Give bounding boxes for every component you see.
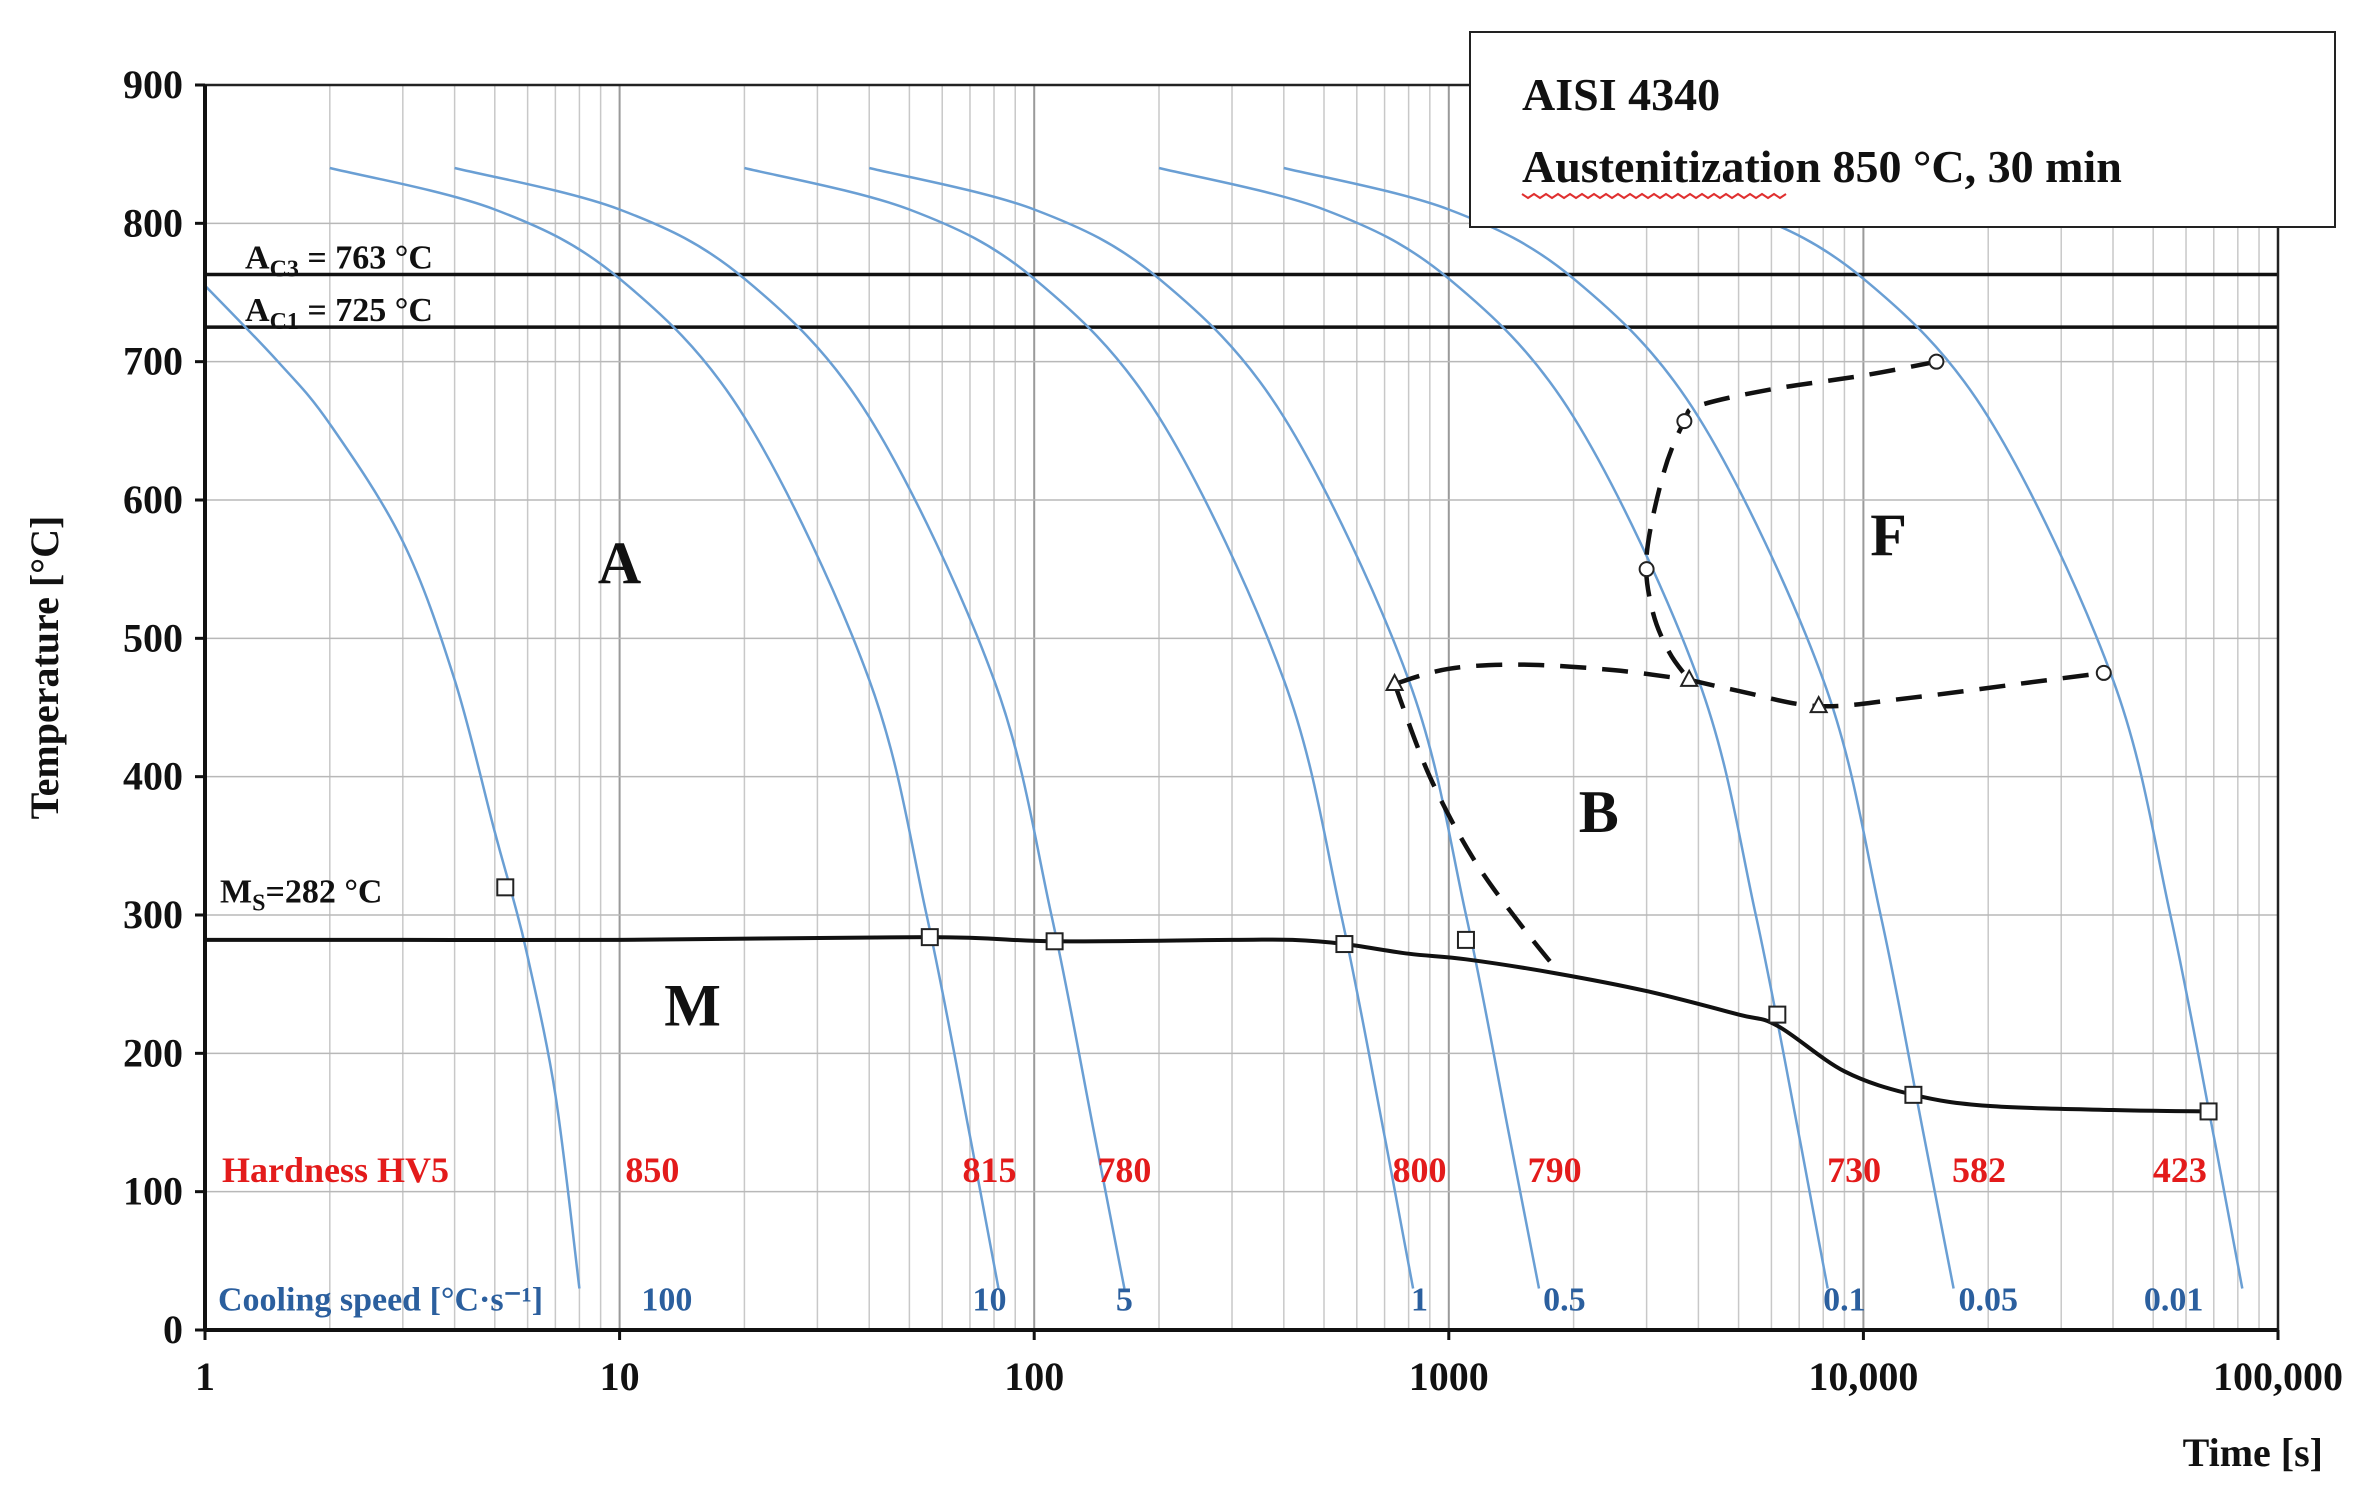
cooling-speed-value: 0.5 — [1543, 1282, 1586, 1319]
y-tick-label: 100 — [123, 1169, 183, 1214]
cooling-curves — [204, 166, 2244, 1289]
hardness-value: 815 — [962, 1150, 1016, 1190]
info-box-line1: AISI 4340 — [1522, 69, 1720, 120]
grid — [204, 84, 2279, 1331]
x-axis-label: Time [s] — [2183, 1430, 2323, 1475]
region-label-a: A — [598, 530, 641, 596]
region-label-f: F — [1870, 502, 1907, 568]
cooling-curve-0.01 — [1573, 166, 2244, 1289]
hardness-value: 423 — [2153, 1150, 2207, 1190]
region-label-b: B — [1579, 779, 1619, 845]
y-tick-label: 600 — [123, 477, 183, 522]
square-marker — [1335, 935, 1354, 954]
hardness-value: 850 — [625, 1150, 679, 1190]
cooling-speed-value: 0.01 — [2144, 1282, 2204, 1319]
square-marker — [1045, 932, 1064, 951]
cooling-speed-value: 0.1 — [1823, 1282, 1866, 1319]
x-tick-label: 100,000 — [2213, 1354, 2343, 1399]
x-tick-label: 1 — [195, 1354, 215, 1399]
square-marker — [496, 878, 515, 897]
y-tick-label: 0 — [163, 1307, 183, 1352]
hardness-value: 790 — [1528, 1150, 1582, 1190]
cooling-speed-value: 0.05 — [1958, 1282, 2018, 1319]
critical-label-c3: AC3 = 763 °C — [245, 240, 433, 283]
circle-marker — [1638, 561, 1655, 578]
cooling-speed-value: 10 — [972, 1282, 1006, 1319]
y-tick-label: 200 — [123, 1030, 183, 1075]
cooling-curve-1 — [744, 166, 1415, 1289]
info-box: AISI 4340 Austenitization 850 °C, 30 min — [1469, 31, 2336, 228]
cooling-speed-title: Cooling speed [°C·s⁻¹] — [218, 1282, 543, 1319]
region-label-m: M — [664, 973, 721, 1039]
y-tick-label: 400 — [123, 754, 183, 799]
plot-frame — [203, 83, 2280, 1332]
critical-temperature-lines: AC3 = 763 °C AC1 = 725 °C — [205, 240, 2278, 335]
triangle-marker — [1679, 668, 1699, 687]
markers — [496, 353, 2218, 1121]
triangle-marker — [1808, 694, 1829, 714]
info-box-frame — [1469, 31, 2336, 228]
hardness-value: 800 — [1393, 1150, 1447, 1190]
critical-label-c1: AC1 = 725 °C — [245, 292, 433, 335]
y-axis-label: Temperature [°C] — [22, 516, 67, 820]
cooling-curve-100 — [204, 284, 581, 1289]
y-tick-label: 300 — [123, 892, 183, 937]
triangle-marker — [1384, 672, 1405, 691]
cooling-curve-10 — [329, 166, 1000, 1289]
ms-label: MS=282 °C — [220, 874, 382, 917]
x-tick-label: 10,000 — [1808, 1354, 1918, 1399]
hardness-value: 582 — [1952, 1150, 2006, 1190]
cooling-curve-0.5 — [868, 166, 1541, 1289]
transformation-lines: MS=282 °C — [205, 359, 2209, 1114]
spellcheck-underline — [1521, 192, 1787, 200]
martensite-start-line — [205, 935, 2209, 1114]
y-tick-label: 500 — [123, 615, 183, 660]
x-tick-label: 100 — [1004, 1354, 1064, 1399]
info-box-line2: Austenitization 850 °C, 30 min — [1522, 141, 2122, 192]
square-marker — [1904, 1085, 1923, 1104]
cooling-curve-0.1 — [1158, 166, 1829, 1289]
bainite-start-line — [1393, 662, 1690, 687]
cooling-speed-value: 5 — [1116, 1282, 1133, 1319]
x-tick-label: 1000 — [1409, 1354, 1489, 1399]
ferrite-start-line — [1643, 359, 1937, 682]
hardness-value: 730 — [1827, 1150, 1881, 1190]
hardness-title: Hardness HV5 — [222, 1150, 449, 1190]
bainite-end-line — [1392, 683, 1562, 975]
cooling-curve-5 — [454, 166, 1126, 1289]
y-tick-label: 900 — [123, 62, 183, 107]
hardness-value: 780 — [1097, 1150, 1151, 1190]
y-tick-label: 800 — [123, 200, 183, 245]
ferrite-end-line — [1688, 670, 2105, 709]
x-tick-label: 10 — [600, 1354, 640, 1399]
square-marker — [1456, 930, 1475, 949]
circle-marker — [2095, 664, 2112, 681]
square-marker — [920, 928, 939, 947]
square-marker — [1768, 1005, 1787, 1024]
labels: Temperature [°C] Time [s] Hardness HV5 C… — [22, 502, 2323, 1475]
cooling-speed-value: 100 — [641, 1282, 692, 1319]
cooling-speed-value: 1 — [1411, 1282, 1428, 1319]
circle-marker — [1676, 413, 1693, 430]
square-marker — [2199, 1102, 2218, 1121]
circle-marker — [1928, 353, 1945, 370]
y-tick-label: 700 — [123, 339, 183, 384]
